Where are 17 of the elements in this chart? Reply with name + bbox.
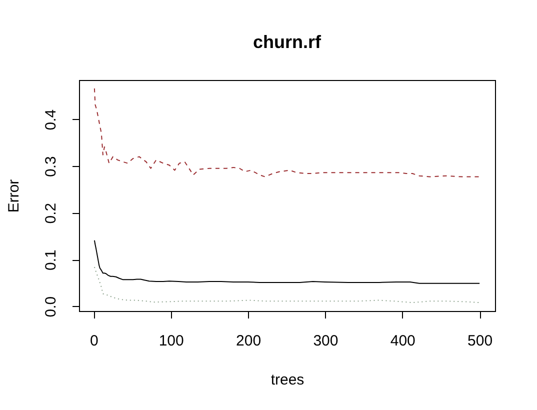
x-tick-label: 400 [390,332,416,350]
y-tick-label: 0.2 [42,202,60,224]
y-tick-label: 0.3 [42,156,60,177]
y-axis-title: Error [6,179,22,213]
x-tick-label: 200 [236,332,262,350]
y-tick-label: 0.1 [42,250,60,270]
x-tick-label: 300 [313,332,338,350]
x-axis-title: trees [270,372,304,388]
y-tick-label: 0.0 [42,296,60,318]
line-series [94,240,480,284]
y-tick-label: 0.4 [42,109,60,130]
x-tick-label: 100 [158,332,184,350]
x-tick-label: 0 [90,332,98,350]
x-tick-label: 500 [468,332,493,350]
line-series [94,266,480,304]
line-series [94,88,480,178]
chart-title: churn.rf [252,32,322,52]
